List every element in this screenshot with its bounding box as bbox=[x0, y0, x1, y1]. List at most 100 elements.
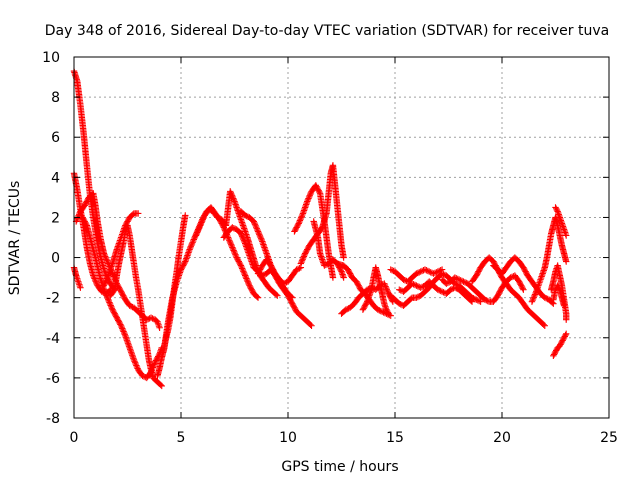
series-arc-19 bbox=[359, 264, 392, 317]
data-point bbox=[461, 279, 469, 286]
data-point bbox=[437, 267, 444, 274]
data-point bbox=[226, 238, 234, 245]
data-point bbox=[221, 225, 228, 233]
data-point bbox=[433, 269, 440, 276]
data-point bbox=[230, 224, 237, 232]
data-point bbox=[135, 210, 142, 217]
data-point bbox=[230, 248, 238, 256]
data-point bbox=[381, 281, 389, 289]
data-point bbox=[103, 275, 111, 282]
data-point bbox=[190, 237, 197, 245]
data-point bbox=[245, 281, 253, 288]
data-point bbox=[259, 272, 266, 279]
data-point bbox=[197, 222, 204, 229]
data-point bbox=[273, 291, 280, 298]
data-point bbox=[530, 294, 537, 301]
data-point bbox=[294, 221, 302, 228]
data-point bbox=[301, 251, 308, 259]
data-point bbox=[186, 246, 193, 253]
data-point bbox=[74, 215, 81, 222]
data-point bbox=[232, 251, 239, 258]
data-point bbox=[532, 289, 539, 297]
data-point bbox=[117, 322, 125, 329]
data-point bbox=[239, 234, 246, 241]
data-point bbox=[417, 268, 424, 275]
data-point bbox=[106, 299, 113, 306]
data-point bbox=[304, 196, 312, 204]
data-point bbox=[254, 228, 262, 235]
data-point bbox=[384, 287, 391, 294]
data-point bbox=[563, 258, 570, 265]
data-point bbox=[241, 270, 248, 278]
y-tick-label: -8 bbox=[46, 411, 60, 427]
data-point bbox=[529, 297, 536, 304]
data-point bbox=[481, 296, 489, 303]
data-point bbox=[119, 326, 127, 334]
x-tick-label: 5 bbox=[177, 430, 186, 446]
tick-labels: 0 5 10 15 20 25 -8 -6 -4 -2 0 2 4 6 8 10 bbox=[42, 50, 618, 446]
data-point bbox=[77, 284, 84, 291]
data-point bbox=[255, 229, 262, 237]
data-point bbox=[107, 302, 114, 309]
data-point bbox=[307, 191, 314, 198]
data-point bbox=[133, 362, 140, 369]
data-point bbox=[297, 260, 305, 267]
data-point bbox=[144, 315, 152, 323]
data-point bbox=[376, 307, 383, 314]
data-point bbox=[400, 276, 407, 283]
data-point bbox=[120, 329, 128, 337]
data-point bbox=[228, 242, 235, 250]
data-point bbox=[298, 257, 306, 264]
data-point bbox=[475, 297, 483, 305]
data-point bbox=[118, 323, 125, 331]
data-point bbox=[199, 216, 206, 223]
data-point bbox=[257, 234, 264, 241]
data-point bbox=[305, 193, 313, 201]
data-point bbox=[280, 280, 287, 287]
data-point bbox=[473, 296, 480, 303]
data-point bbox=[340, 254, 347, 261]
data-point bbox=[242, 273, 250, 281]
data-point bbox=[195, 226, 202, 233]
data-point bbox=[300, 254, 307, 262]
data-point bbox=[456, 276, 463, 283]
data-point bbox=[411, 281, 419, 289]
data-point bbox=[543, 295, 550, 302]
data-point bbox=[196, 223, 203, 231]
data-point bbox=[139, 372, 146, 380]
data-point bbox=[484, 297, 491, 305]
data-point bbox=[438, 288, 446, 295]
data-point bbox=[101, 251, 108, 259]
data-point bbox=[101, 281, 108, 288]
data-point bbox=[241, 238, 248, 246]
data-point bbox=[414, 283, 422, 290]
data-point bbox=[120, 328, 127, 335]
data-point bbox=[127, 303, 135, 310]
data-point bbox=[385, 310, 392, 317]
data-point bbox=[474, 297, 481, 304]
data-point bbox=[82, 220, 90, 228]
data-point bbox=[189, 239, 196, 246]
data-point bbox=[396, 300, 403, 307]
data-point bbox=[342, 306, 349, 313]
data-point bbox=[417, 284, 424, 291]
data-point bbox=[363, 299, 370, 307]
x-tick-label: 10 bbox=[279, 430, 297, 446]
data-point bbox=[103, 256, 110, 263]
data-point bbox=[297, 215, 304, 223]
data-point bbox=[378, 308, 386, 315]
data-point bbox=[242, 212, 249, 219]
data-point bbox=[541, 294, 548, 301]
data-point bbox=[434, 286, 441, 293]
data-point bbox=[382, 284, 390, 292]
data-point bbox=[182, 212, 189, 219]
data-point bbox=[103, 276, 110, 284]
x-tick-label: 20 bbox=[493, 430, 511, 446]
data-point bbox=[102, 254, 109, 262]
data-point bbox=[304, 198, 311, 205]
y-tick-label: -4 bbox=[46, 331, 60, 347]
series-arc-18 bbox=[338, 280, 397, 317]
data-point bbox=[416, 269, 423, 276]
data-point bbox=[100, 282, 108, 289]
